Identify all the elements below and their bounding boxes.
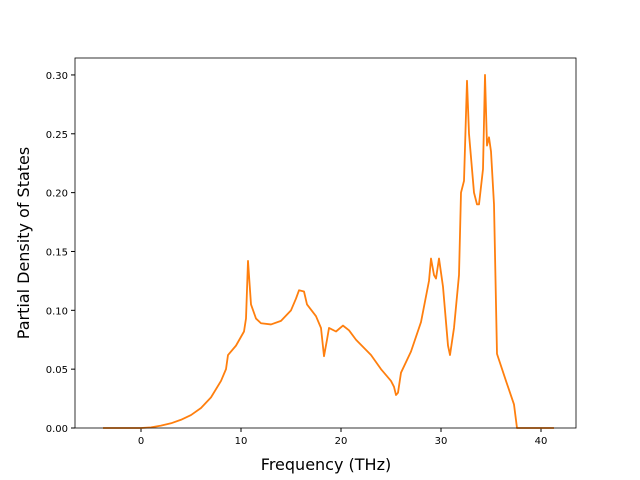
data-line	[103, 74, 554, 429]
y-tick-label: 0.10	[46, 306, 68, 317]
y-tick-label: 0.20	[46, 189, 68, 200]
plot-frame	[74, 57, 577, 429]
x-tick-label: 10	[235, 436, 248, 447]
y-tick-label: 0.25	[46, 130, 68, 141]
x-tick-label: 20	[335, 436, 348, 447]
y-tick-label: 0.05	[46, 365, 68, 376]
x-axis-label: Frequency (THz)	[261, 455, 391, 474]
y-axis-label: Partial Density of States	[14, 147, 33, 339]
y-tick-label: 0.15	[46, 247, 68, 258]
x-tick-label: 40	[535, 436, 548, 447]
x-tick-label: 0	[138, 436, 144, 447]
y-tick-label: 0.00	[46, 424, 68, 435]
y-tick-label: 0.30	[46, 71, 68, 82]
x-tick-label: 30	[435, 436, 448, 447]
